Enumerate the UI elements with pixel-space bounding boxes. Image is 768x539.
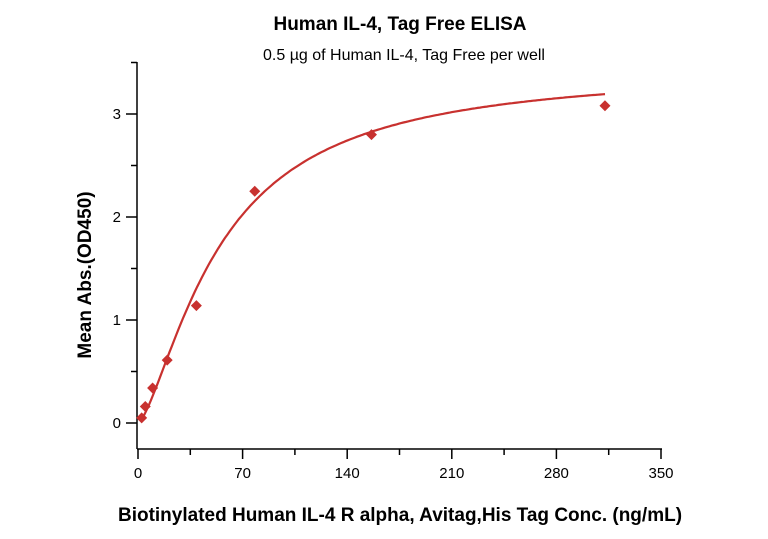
chart-title: Human IL-4, Tag Free ELISA — [273, 14, 527, 35]
data-point-diamond — [249, 185, 261, 197]
data-point-diamond — [139, 401, 151, 413]
data-point-diamond — [161, 354, 173, 366]
data-markers — [136, 100, 611, 424]
data-point-diamond — [136, 412, 148, 424]
fit-curve — [140, 93, 606, 420]
y-tick-label: 1 — [113, 312, 121, 329]
data-point-diamond — [365, 129, 377, 141]
chart-subtitle: 0.5 µg of Human IL-4, Tag Free per well — [263, 47, 545, 64]
axes — [136, 62, 662, 450]
y-tick-label: 0 — [113, 415, 121, 432]
data-point-diamond — [147, 382, 159, 394]
x-tick-label: 0 — [134, 465, 142, 482]
data-point-diamond — [190, 300, 202, 312]
x-tick-label: 70 — [234, 465, 251, 482]
x-tick-label: 280 — [544, 465, 569, 482]
x-tick-label: 350 — [648, 465, 673, 482]
axis-ticks: 0 70 140 210 280 350 0 1 2 3 — [113, 61, 674, 482]
x-tick-label: 210 — [439, 465, 464, 482]
y-tick-label: 2 — [113, 209, 121, 226]
data-point-diamond — [599, 100, 611, 112]
x-axis-label: Biotinylated Human IL-4 R alpha, Avitag,… — [117, 505, 683, 526]
x-tick-label: 140 — [335, 465, 360, 482]
y-tick-label: 3 — [113, 106, 121, 123]
